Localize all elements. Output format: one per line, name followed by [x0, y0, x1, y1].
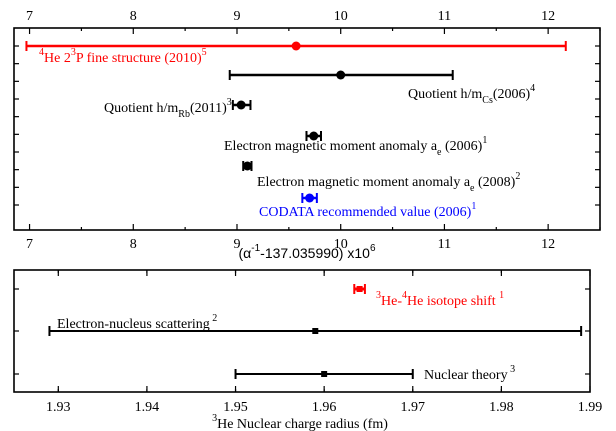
top-x-tick-label-bottom: 8 [130, 237, 137, 252]
radius-comparison-panel: 1.93 1.94 1.95 1.96 1.97 1.98 1.99 3He Nuclear… [13, 269, 603, 431]
bottom-x-tick-label: 1.96 [312, 400, 337, 415]
bottom-data-point [321, 371, 328, 377]
label-isotope-shift: 3He-4He isotope shift 1 [376, 290, 504, 309]
label-he-fine-structure: 4He 23P fine structure (2010)5 [39, 47, 207, 66]
bottom-data-point [356, 286, 363, 292]
label-ae-2006: Electron magnetic moment anomaly ae (200… [224, 135, 487, 158]
bottom-x-tick-label: 1.95 [223, 400, 248, 415]
bottom-x-axis-title: 3He Nuclear charge radius (fm) [212, 413, 388, 431]
top-x-tick-label-top: 7 [26, 9, 33, 24]
bottom-x-tick-label: 1.93 [46, 400, 71, 415]
top-x-tick-label-top: 9 [233, 9, 240, 24]
top-x-tick-label-bottom: 11 [438, 237, 451, 252]
top-x-tick-label-bottom: 7 [26, 237, 33, 252]
label-codata-2006: CODATA recommended value (2006)1 [259, 201, 476, 220]
top-x-tick-label-bottom: 10 [334, 237, 348, 252]
top-x-tick-label-top: 11 [438, 9, 451, 24]
top-x-tick-label-top: 8 [130, 9, 137, 24]
label-ae-2008: Electron magnetic moment anomaly ae (200… [257, 171, 520, 194]
top-data-point [309, 131, 319, 141]
top-x-tick-label-bottom: 12 [541, 237, 555, 252]
top-data-point [291, 41, 301, 51]
top-x-tick-label-top: 12 [541, 9, 555, 24]
bottom-x-tick-label: 1.94 [135, 400, 160, 415]
top-data-point [336, 70, 346, 80]
top-x-tick-label-bottom: 9 [233, 237, 240, 252]
alpha-comparison-panel: 7 7 8 8 9 9 10 10 11 11 12 12 (α-1-137.035990) x106… [13, 9, 601, 261]
label-electron-scattering: Electron-nucleus scattering 2 [57, 313, 217, 332]
bottom-data-point [312, 328, 319, 334]
top-data-point [242, 161, 252, 171]
top-x-tick-label-top: 10 [334, 9, 348, 24]
top-data-point [236, 100, 246, 110]
bottom-x-tick-label: 1.99 [578, 400, 603, 415]
bottom-x-tick-label: 1.98 [489, 400, 514, 415]
top-x-axis-title: (α-1-137.035990) x106 [239, 243, 376, 261]
label-quotient-rb: Quotient h/mRb(2011)3 [104, 97, 232, 120]
label-nuclear-theory: Nuclear theory 3 [424, 364, 515, 383]
bottom-x-tick-label: 1.97 [401, 400, 426, 415]
label-quotient-cs: Quotient h/mCs(2006)4 [408, 83, 535, 106]
top-data-point [305, 193, 315, 203]
top-plot-frame [13, 27, 601, 231]
